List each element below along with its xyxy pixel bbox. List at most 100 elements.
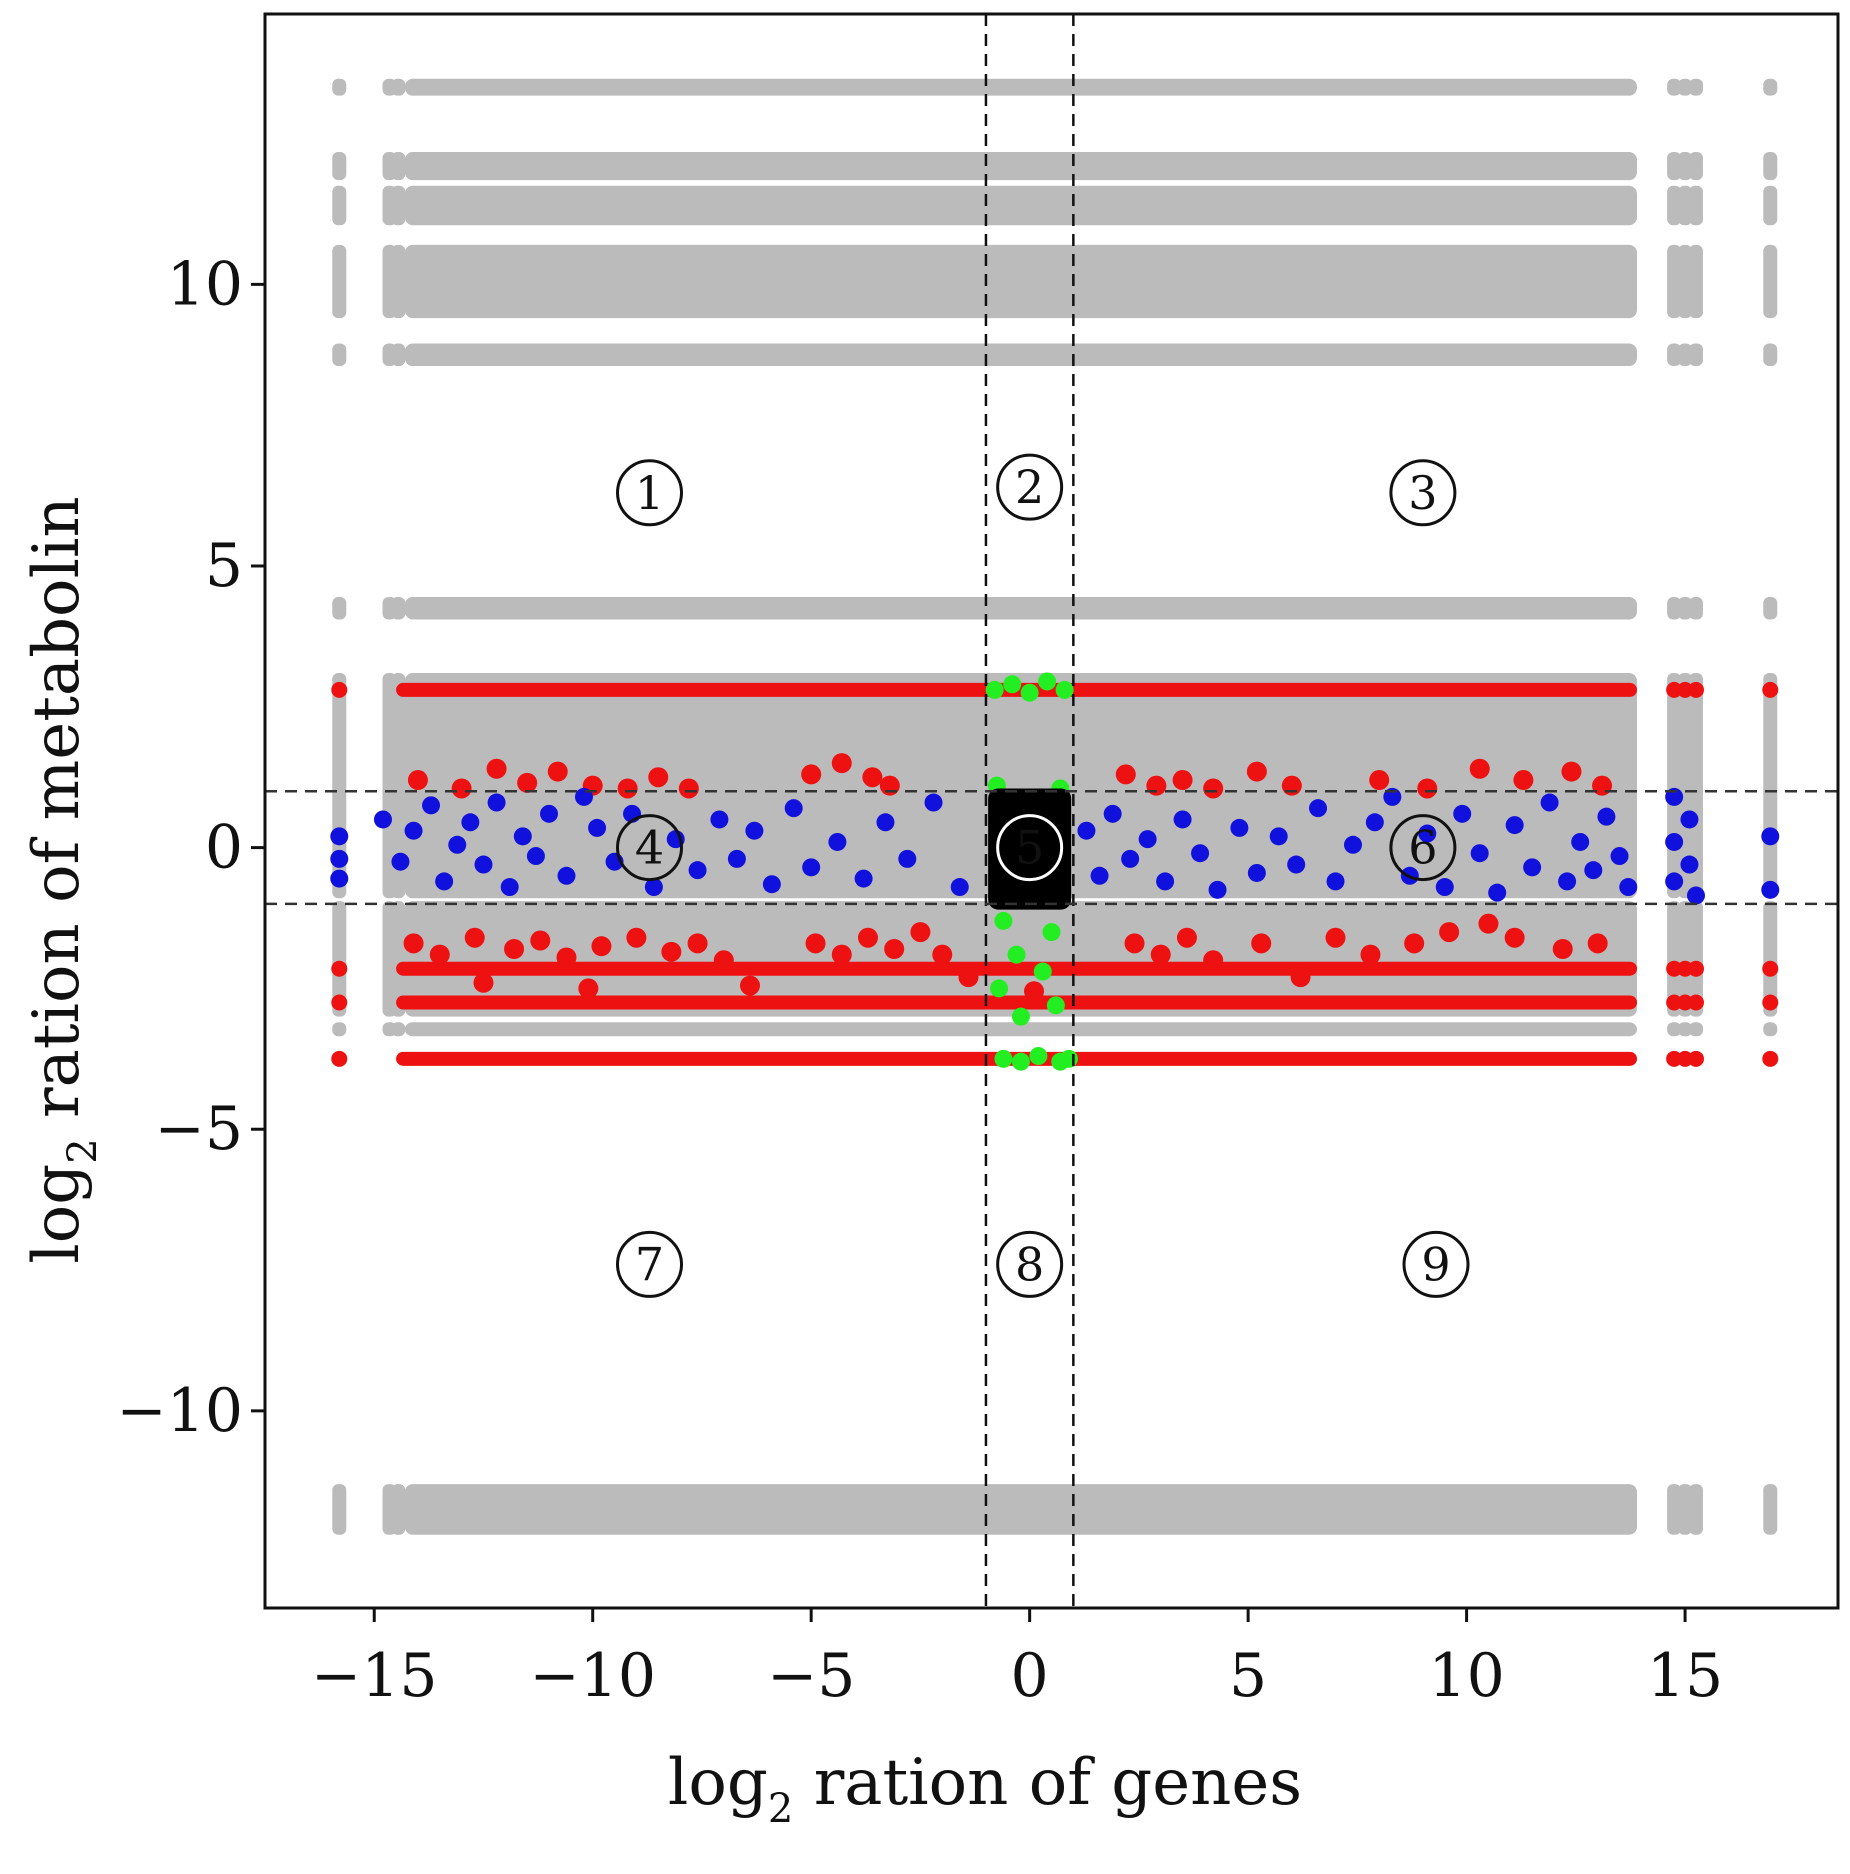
blue-point xyxy=(1365,813,1384,832)
region-circle xyxy=(996,814,1064,882)
y-tick-label: 5 xyxy=(205,531,243,601)
y-axis-title-rest: ration of metabolin xyxy=(20,496,94,1138)
gray-column-band xyxy=(1763,596,1778,620)
blue-point xyxy=(1540,793,1559,812)
blue-point xyxy=(1435,878,1454,897)
green-point xyxy=(1020,683,1039,702)
red-point xyxy=(1762,681,1779,698)
blue-point xyxy=(487,793,506,812)
green-point xyxy=(1007,945,1026,964)
blue-point xyxy=(1191,844,1210,863)
blue-point xyxy=(1470,844,1489,863)
gray-column-band xyxy=(1763,343,1778,367)
blue-point xyxy=(688,861,707,880)
gray-column-band xyxy=(1688,1484,1703,1535)
red-point xyxy=(1124,933,1145,954)
region-circle xyxy=(616,1230,684,1298)
red-point xyxy=(801,764,822,785)
blue-point xyxy=(1680,855,1699,874)
gray-column-band xyxy=(332,151,347,181)
gray-column-band xyxy=(332,78,347,96)
red-point xyxy=(451,778,472,799)
gray-column-band xyxy=(1763,1484,1778,1535)
red-point xyxy=(530,930,551,951)
red-point xyxy=(1203,950,1224,971)
region-number: 1 xyxy=(635,466,664,520)
region-label: 2 xyxy=(996,453,1064,521)
gray-column-band xyxy=(391,596,406,620)
red-point xyxy=(1469,758,1490,779)
x-axis-title: log2 ration of genes xyxy=(668,1746,1302,1832)
gray-column-band xyxy=(1667,244,1682,319)
region-label: 3 xyxy=(1389,459,1457,527)
y-tick-label: 10 xyxy=(167,249,243,319)
gray-column-band xyxy=(391,185,406,226)
red-point xyxy=(932,944,953,965)
red-point xyxy=(831,753,852,774)
blue-point xyxy=(1287,855,1306,874)
red-point xyxy=(1150,944,1171,965)
blue-point xyxy=(1309,799,1328,818)
red-point xyxy=(1478,913,1499,934)
x-tick-label: −10 xyxy=(529,1641,656,1711)
red-point xyxy=(486,758,507,779)
blue-point xyxy=(1505,816,1524,835)
blue-point xyxy=(1138,830,1157,849)
gray-column-band xyxy=(1763,78,1778,96)
region-circle xyxy=(1389,459,1457,527)
gray-column-band xyxy=(1678,596,1693,620)
red-point xyxy=(1762,1050,1779,1067)
blue-point xyxy=(1103,804,1122,823)
blue-point xyxy=(1247,863,1266,882)
red-point xyxy=(403,933,424,954)
region-labels: 1 2 3 4 5 6 7 8 9 xyxy=(616,453,1470,1298)
blue-point xyxy=(448,835,467,854)
red-point xyxy=(831,944,852,965)
red-point xyxy=(1587,933,1608,954)
region-label: 6 xyxy=(1389,814,1457,882)
gray-column-band xyxy=(1763,1022,1778,1037)
gray-band xyxy=(404,151,1638,181)
red-row xyxy=(396,961,1638,976)
y-axis-title-subscript: 2 xyxy=(60,1138,106,1163)
green-point xyxy=(1038,672,1057,691)
x-tick-label: 15 xyxy=(1647,1641,1723,1711)
y-tick-label: −10 xyxy=(116,1376,243,1446)
blue-point xyxy=(588,818,607,837)
x-axis-ticks: −15 −10 −5 0 5 10 15 xyxy=(311,1608,1723,1711)
gray-band xyxy=(404,1484,1638,1535)
red-point xyxy=(331,681,348,698)
blue-point xyxy=(1761,827,1780,846)
red-point xyxy=(805,933,826,954)
blue-point xyxy=(876,813,895,832)
gray-column-band xyxy=(391,151,406,181)
gray-column-band xyxy=(391,78,406,96)
blue-point xyxy=(500,878,519,897)
region-label: 9 xyxy=(1402,1230,1470,1298)
gray-column-band xyxy=(391,343,406,367)
blue-point xyxy=(435,872,454,891)
region-circle xyxy=(616,459,684,527)
gray-band xyxy=(404,673,1638,899)
blue-point xyxy=(422,796,441,815)
blue-point xyxy=(1619,878,1638,897)
gray-column-band xyxy=(1688,343,1703,367)
red-point xyxy=(1513,770,1534,791)
gray-band xyxy=(404,596,1638,620)
red-point xyxy=(687,933,708,954)
red-point xyxy=(1115,764,1136,785)
red-point xyxy=(1592,775,1613,796)
blue-point xyxy=(1453,804,1472,823)
gray-band xyxy=(404,78,1638,96)
gray-column-band xyxy=(1678,1022,1693,1037)
gray-column-band xyxy=(332,185,347,226)
region-number: 7 xyxy=(635,1237,664,1291)
blue-point xyxy=(1326,872,1345,891)
region-circle xyxy=(996,1230,1064,1298)
red-point xyxy=(879,775,900,796)
x-tick-label: 5 xyxy=(1229,1641,1267,1711)
blue-point xyxy=(404,821,423,840)
blue-point xyxy=(1343,835,1362,854)
red-point xyxy=(1203,778,1224,799)
